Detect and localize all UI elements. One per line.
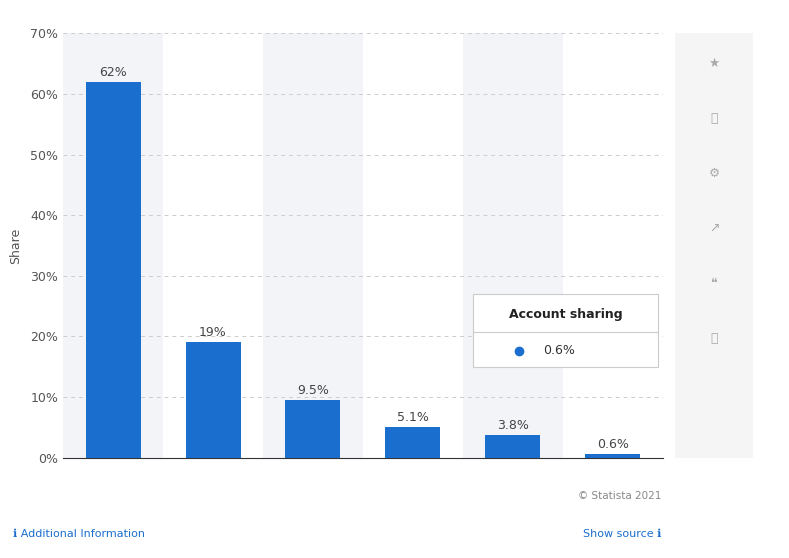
Text: 3.8%: 3.8% — [497, 418, 529, 431]
Text: 5.1%: 5.1% — [397, 411, 429, 424]
Text: © Statista 2021: © Statista 2021 — [578, 492, 661, 501]
Bar — [63, 33, 163, 458]
Bar — [385, 427, 440, 458]
Bar — [473, 294, 658, 367]
Text: Show source ℹ: Show source ℹ — [583, 530, 661, 539]
Text: ★: ★ — [709, 57, 720, 70]
Bar — [85, 82, 140, 458]
Bar — [286, 400, 341, 458]
Text: 🔔: 🔔 — [710, 112, 718, 125]
Text: ℹ Additional Information: ℹ Additional Information — [13, 530, 145, 539]
Bar — [185, 343, 241, 458]
Text: 0.6%: 0.6% — [596, 438, 629, 451]
Text: 🖨: 🖨 — [710, 333, 718, 345]
Bar — [363, 33, 463, 458]
Bar — [263, 33, 363, 458]
Bar — [585, 454, 640, 458]
Text: 0.6%: 0.6% — [543, 344, 575, 357]
Bar — [563, 33, 663, 458]
Text: 62%: 62% — [99, 66, 127, 79]
Text: ↗: ↗ — [709, 222, 720, 235]
Text: ⚙: ⚙ — [709, 167, 720, 180]
Text: 9.5%: 9.5% — [297, 384, 329, 397]
Text: ❝: ❝ — [711, 277, 717, 290]
Y-axis label: Share: Share — [9, 228, 22, 263]
Bar — [463, 33, 563, 458]
Bar — [163, 33, 263, 458]
Text: 19%: 19% — [199, 326, 227, 339]
Bar — [485, 435, 540, 458]
Text: Account sharing: Account sharing — [508, 308, 623, 321]
